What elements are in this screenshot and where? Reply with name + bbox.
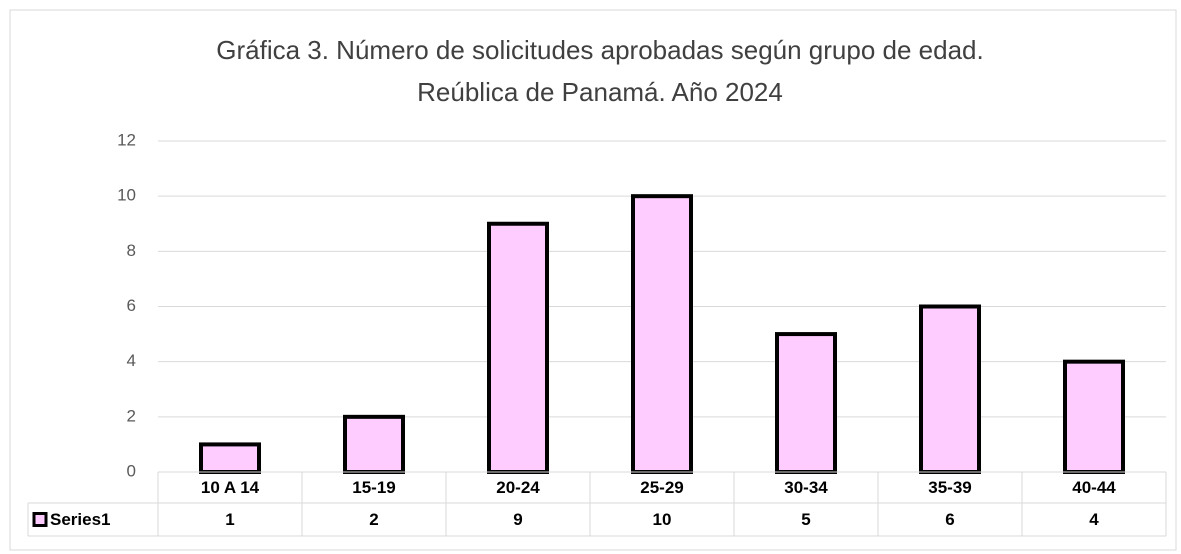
table-value: 9 [513,510,522,529]
x-tick-label: 10 A 14 [201,478,260,497]
table-value: 4 [1089,510,1099,529]
bar [775,332,837,475]
y-tick-label: 2 [127,406,136,425]
bar [919,304,981,474]
x-tick-label: 35-39 [928,478,971,497]
x-tick-label: 25-29 [640,478,683,497]
y-tick-label: 12 [117,130,136,149]
table-value: 5 [801,510,810,529]
bar [487,221,549,474]
chart-title: Reública de Panamá. Año 2024 [417,77,783,107]
x-tick-label: 30-34 [784,478,828,497]
y-tick-label: 4 [127,351,136,370]
bar [631,194,693,475]
table-value: 10 [653,510,672,529]
x-tick-label: 15-19 [352,478,395,497]
bar [343,414,405,475]
x-tick-label: 20-24 [496,478,540,497]
chart-title: Gráfica 3. Número de solicitudes aprobad… [216,35,983,65]
bar [199,442,261,474]
table-value: 1 [225,510,234,529]
y-tick-label: 0 [127,461,136,480]
y-tick-label: 6 [127,296,136,315]
bar [1063,359,1125,474]
legend-key [32,512,48,527]
y-tick-label: 8 [127,241,136,260]
legend-label: Series1 [50,510,111,529]
table-value: 2 [369,510,378,529]
table-value: 6 [945,510,954,529]
y-tick-label: 10 [117,186,136,205]
x-tick-label: 40-44 [1072,478,1116,497]
